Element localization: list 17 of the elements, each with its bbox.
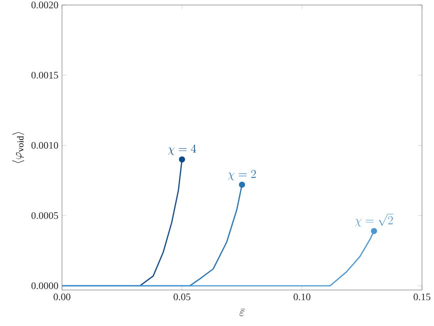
y-tick-label: 0.0010	[31, 142, 58, 149]
y-tick-label: 0.0020	[31, 2, 58, 8]
x-axis-title: $\bar{\varepsilon}$	[240, 308, 246, 316]
y-tick-label: 0.0015	[31, 72, 58, 79]
series-label: $\chi = 4$	[168, 144, 196, 156]
y-tick-label: 0.0000	[31, 282, 58, 290]
x-tick-label: 0.05	[174, 294, 190, 300]
series-label: $\chi = 2$	[228, 170, 256, 180]
y-tick-label: 0.0005	[31, 212, 58, 219]
series-label: $\chi = \sqrt{2}$	[354, 214, 394, 227]
point	[238, 182, 246, 188]
point	[370, 228, 378, 234]
y-axis-title: $\langle \varphi_{\mathrm{void}} \rangle$	[12, 132, 24, 163]
x-tick-label: 0.15	[414, 294, 430, 300]
x-tick-label: 0.00	[54, 294, 70, 300]
x-tick-label: 0.10	[294, 294, 310, 300]
point	[178, 156, 186, 163]
